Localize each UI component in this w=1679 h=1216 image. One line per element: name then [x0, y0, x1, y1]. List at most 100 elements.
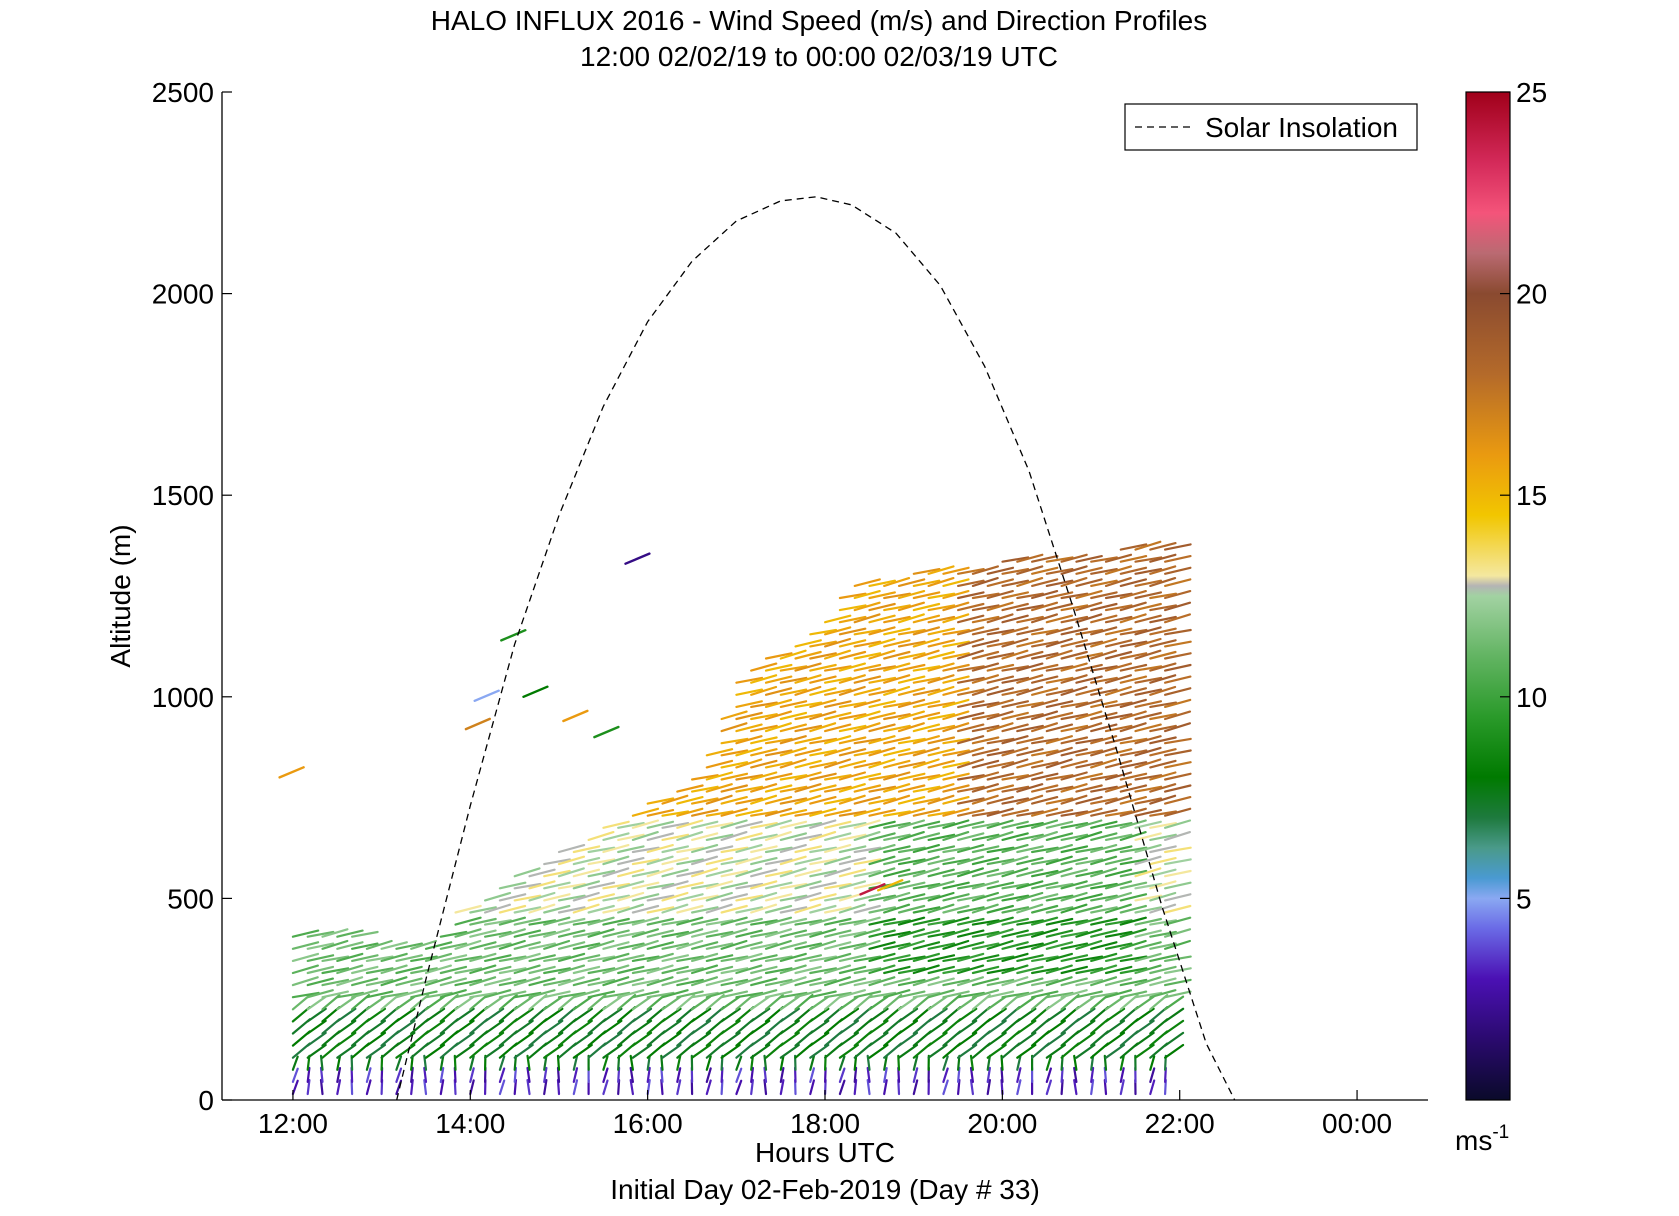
wind-vector [956, 797, 985, 805]
wind-vector [750, 1019, 771, 1035]
wind-vector [809, 1019, 830, 1035]
wind-vector [543, 858, 571, 866]
wind-vector [646, 867, 674, 878]
wind-vector [690, 797, 719, 805]
wind-vector [927, 954, 956, 963]
wind-vector [1134, 995, 1155, 1011]
wind-vector [690, 832, 719, 842]
wind-vector [823, 626, 852, 636]
wind-vector [690, 964, 719, 975]
wind-vector [853, 652, 882, 660]
wind-vector [986, 566, 1015, 575]
wind-vector [1075, 784, 1103, 793]
wind-vector [572, 891, 600, 902]
wind-vector [823, 723, 852, 733]
wind-vector [927, 930, 956, 938]
wind-vector [291, 1067, 299, 1084]
isolated-wind-vectors [278, 552, 904, 896]
wind-vector [1104, 989, 1133, 999]
wind-vector [1163, 990, 1192, 999]
wind-vector [631, 1007, 653, 1023]
wind-vector [572, 995, 593, 1011]
wind-vector [1075, 1043, 1096, 1059]
wind-vector [587, 830, 615, 842]
wind-vector [927, 615, 956, 624]
wind-vector [484, 903, 511, 914]
wind-vector [1149, 604, 1178, 612]
wind-vector [629, 1066, 635, 1084]
wind-vector [661, 903, 689, 914]
wind-vector [794, 977, 822, 987]
wind-vector [617, 954, 645, 963]
wind-vector [942, 687, 970, 696]
wind-vector [1163, 663, 1192, 672]
wind-vector [897, 1043, 919, 1059]
wind-vector [986, 698, 1014, 709]
wind-vector [1045, 1031, 1067, 1047]
wind-vector [868, 867, 896, 878]
wind-vector [868, 626, 896, 636]
wind-vector [794, 748, 822, 757]
wind-vector [809, 858, 838, 866]
wind-vector [883, 771, 911, 781]
wind-vector [779, 1031, 800, 1047]
wind-vector [306, 954, 335, 963]
wind-vector [853, 749, 882, 757]
wind-vector [602, 964, 630, 975]
wind-vector [1045, 894, 1074, 902]
wind-vector [735, 700, 763, 709]
wind-vector [809, 784, 837, 793]
wind-vector [1030, 698, 1059, 709]
wind-vector [750, 880, 778, 890]
wind-vector [868, 820, 896, 829]
wind-vector [883, 685, 911, 696]
wind-vector [1149, 942, 1177, 950]
wind-vector [1090, 832, 1118, 842]
wind-vector [336, 1007, 357, 1023]
wind-vector [735, 797, 764, 805]
wind-vector [779, 711, 808, 721]
wind-vector [676, 858, 704, 866]
wind-vector [971, 685, 999, 696]
wind-vector [809, 1055, 816, 1071]
wind-vector [1149, 662, 1177, 672]
wind-vector [942, 916, 970, 926]
wind-vector [1149, 701, 1178, 709]
wind-vector [1016, 903, 1044, 914]
wind-vector [956, 929, 985, 938]
wind-vector [779, 952, 807, 963]
wind-vector [690, 785, 719, 793]
wind-vector [1134, 976, 1162, 987]
wind-vector [764, 830, 792, 842]
wind-vector [720, 784, 749, 793]
wind-vector [838, 1031, 860, 1047]
wind-vector [498, 990, 527, 999]
wind-vector [1045, 941, 1074, 950]
wind-vector [528, 868, 556, 878]
wind-vector [1045, 602, 1074, 612]
wind-vector [927, 639, 956, 648]
wind-vector [631, 807, 660, 817]
wind-vector [720, 939, 748, 950]
wind-vector [602, 917, 630, 926]
wind-vector [897, 578, 926, 588]
wind-vector [942, 737, 971, 745]
wind-vector [956, 676, 985, 684]
wind-vector [1134, 882, 1163, 890]
wind-vector [646, 843, 674, 854]
wind-vector [690, 808, 719, 817]
wind-vector [853, 1066, 858, 1084]
wind-vector [1119, 749, 1148, 757]
x-tick-label: 14:00 [435, 1108, 505, 1139]
wind-vector [853, 613, 881, 624]
wind-vector [557, 952, 586, 963]
wind-vector [528, 977, 556, 987]
wind-vector [794, 891, 822, 902]
wind-vector [986, 939, 1014, 950]
wind-vector [986, 1019, 1007, 1035]
wind-vector [690, 906, 719, 914]
wind-vector [986, 749, 1015, 757]
wind-vector [853, 978, 882, 987]
wind-vector [912, 614, 941, 624]
wind-vector [646, 917, 675, 926]
